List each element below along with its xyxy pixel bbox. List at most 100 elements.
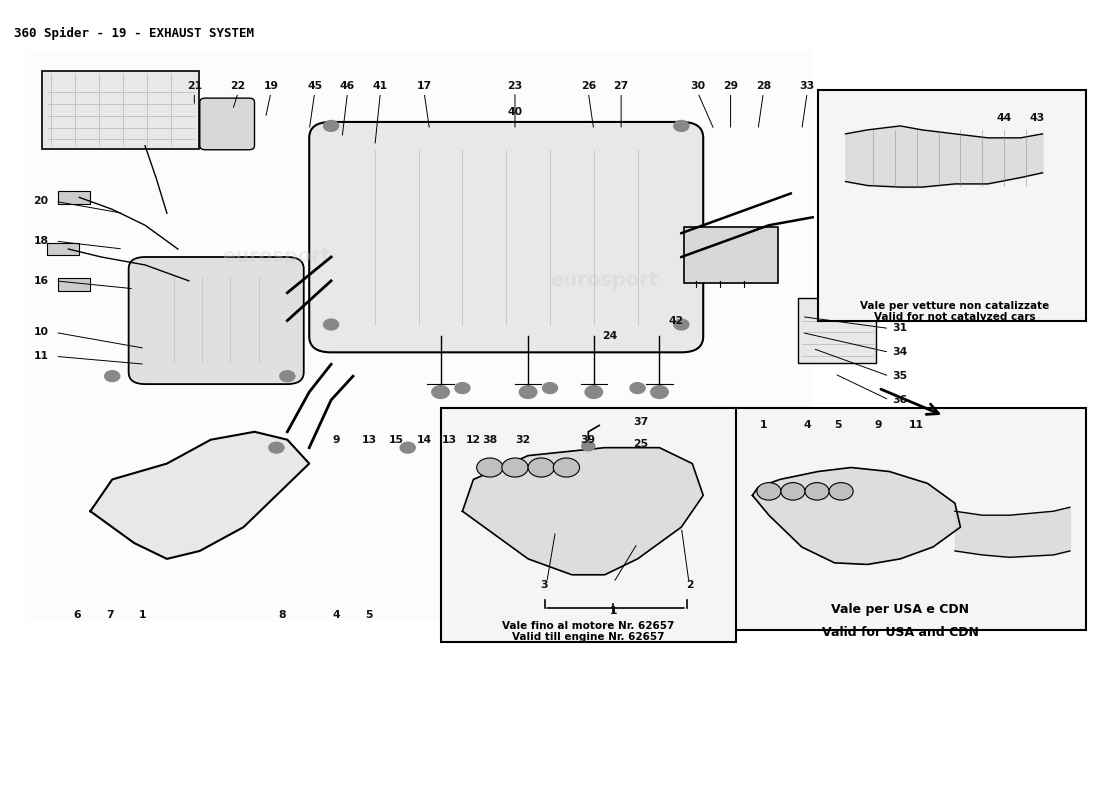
Text: 18: 18 (34, 236, 48, 246)
Text: 23: 23 (507, 81, 522, 91)
Text: 39: 39 (581, 434, 596, 445)
Circle shape (781, 482, 805, 500)
FancyBboxPatch shape (309, 122, 703, 352)
Text: 25: 25 (634, 438, 648, 449)
Text: 31: 31 (893, 323, 907, 334)
Text: 15: 15 (389, 434, 405, 445)
Text: Vale per USA e CDN: Vale per USA e CDN (832, 602, 969, 630)
Circle shape (528, 458, 554, 477)
Circle shape (323, 319, 339, 330)
Circle shape (104, 370, 120, 382)
Text: 12: 12 (465, 434, 481, 445)
Circle shape (432, 386, 449, 398)
Text: 1: 1 (609, 606, 617, 615)
Text: 8: 8 (278, 610, 286, 619)
Text: eurosport: eurosport (551, 271, 659, 290)
Bar (57, 191, 90, 204)
Bar (441, 408, 736, 642)
Text: 32: 32 (515, 434, 530, 445)
Text: 45: 45 (307, 81, 322, 91)
Circle shape (673, 319, 689, 330)
Text: 1: 1 (139, 610, 146, 619)
Circle shape (585, 386, 603, 398)
Bar (714, 408, 1087, 630)
Circle shape (829, 482, 854, 500)
Text: 43: 43 (1030, 113, 1045, 123)
Text: 37: 37 (634, 418, 649, 427)
Text: 14: 14 (417, 434, 431, 445)
Text: 22: 22 (231, 81, 245, 91)
Circle shape (323, 120, 339, 131)
Text: 44: 44 (997, 113, 1012, 123)
Text: 26: 26 (581, 81, 596, 91)
FancyBboxPatch shape (129, 257, 304, 384)
Circle shape (268, 442, 284, 454)
Text: 20: 20 (33, 196, 48, 206)
FancyBboxPatch shape (42, 71, 199, 149)
Text: eurosport: eurosport (222, 247, 330, 266)
Text: 11: 11 (909, 421, 924, 430)
Polygon shape (90, 432, 309, 559)
Circle shape (279, 370, 295, 382)
Circle shape (630, 382, 646, 394)
Text: 5: 5 (365, 610, 373, 619)
FancyBboxPatch shape (799, 298, 876, 362)
Text: 5: 5 (834, 421, 842, 430)
Circle shape (651, 386, 668, 398)
Text: 17: 17 (417, 81, 431, 91)
Text: 2: 2 (686, 580, 694, 590)
Text: 38: 38 (482, 434, 497, 445)
Circle shape (805, 482, 829, 500)
Text: 42: 42 (668, 315, 683, 326)
Text: 10: 10 (34, 327, 48, 338)
Text: 13: 13 (362, 434, 377, 445)
Circle shape (476, 458, 503, 477)
Text: Vale per vetture non catalizzate
Valid for not catalyzed cars: Vale per vetture non catalizzate Valid f… (860, 301, 1049, 322)
Circle shape (673, 120, 689, 131)
Text: 30: 30 (690, 81, 705, 91)
Polygon shape (462, 448, 703, 574)
Text: Vale fino al motore Nr. 62657
Valid till engine Nr. 62657: Vale fino al motore Nr. 62657 Valid till… (502, 621, 674, 642)
Bar (46, 242, 79, 255)
Text: 6: 6 (74, 610, 81, 619)
Circle shape (757, 482, 781, 500)
Text: 40: 40 (507, 107, 522, 118)
Text: 9: 9 (333, 434, 340, 445)
Circle shape (519, 386, 537, 398)
FancyBboxPatch shape (24, 50, 813, 622)
Text: 9: 9 (874, 421, 882, 430)
Circle shape (454, 382, 470, 394)
Bar (818, 90, 1087, 321)
Text: 4: 4 (803, 421, 811, 430)
Text: 1: 1 (760, 421, 767, 430)
Circle shape (582, 442, 595, 451)
Text: 24: 24 (603, 331, 618, 342)
FancyBboxPatch shape (200, 98, 254, 150)
Text: 29: 29 (723, 81, 738, 91)
Text: 35: 35 (893, 371, 907, 381)
Circle shape (542, 382, 558, 394)
FancyBboxPatch shape (683, 227, 778, 283)
Text: eurosport: eurosport (496, 502, 604, 521)
Text: Valid for USA and CDN: Valid for USA and CDN (822, 626, 979, 639)
Circle shape (553, 458, 580, 477)
Circle shape (400, 442, 416, 454)
Text: 11: 11 (34, 351, 48, 362)
Text: 3: 3 (541, 580, 548, 590)
Text: 36: 36 (892, 395, 907, 405)
Circle shape (502, 458, 528, 477)
Text: 27: 27 (614, 81, 629, 91)
Text: 4: 4 (333, 610, 340, 619)
Text: 28: 28 (756, 81, 771, 91)
Text: 19: 19 (263, 81, 278, 91)
Text: 41: 41 (373, 81, 388, 91)
Bar (57, 278, 90, 291)
Text: 21: 21 (187, 81, 202, 91)
Text: 34: 34 (892, 347, 907, 358)
Text: 360 Spider - 19 - EXHAUST SYSTEM: 360 Spider - 19 - EXHAUST SYSTEM (13, 26, 254, 40)
Text: 13: 13 (442, 434, 456, 445)
Text: 46: 46 (340, 81, 355, 91)
Text: 7: 7 (107, 610, 113, 619)
Text: eurosport: eurosport (824, 502, 933, 521)
Text: 33: 33 (800, 81, 815, 91)
